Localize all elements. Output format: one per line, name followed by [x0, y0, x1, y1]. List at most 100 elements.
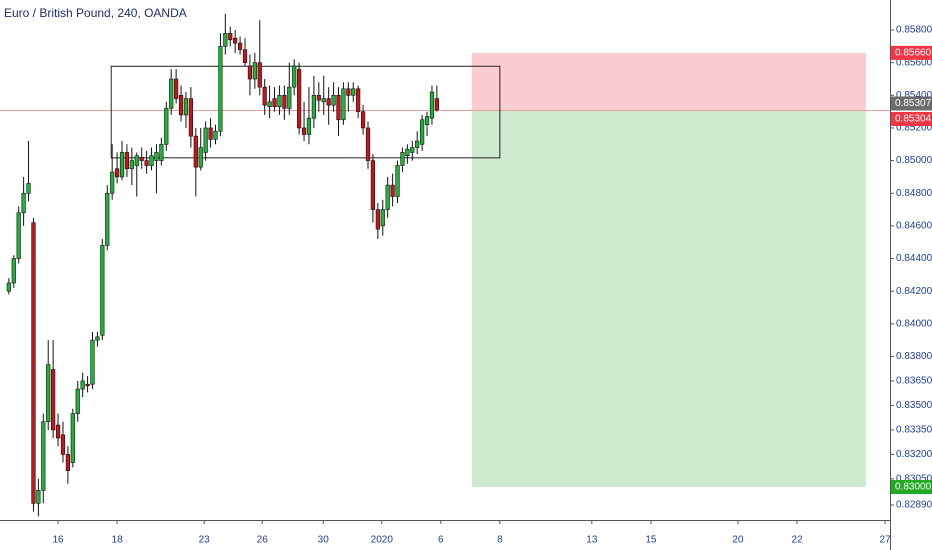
- y-tick-label: 0.85600: [896, 57, 932, 68]
- candle-body: [365, 127, 371, 161]
- candle-body: [228, 32, 233, 41]
- candle-body: [16, 212, 21, 259]
- y-tick-label: 0.85400: [896, 90, 932, 101]
- candle-body: [105, 192, 110, 246]
- y-tick-label: 0.84000: [896, 318, 932, 329]
- x-tick-label: 16: [52, 535, 64, 546]
- y-tick-label: 0.83800: [896, 351, 932, 362]
- candle-body: [252, 62, 257, 80]
- candle-body: [331, 95, 336, 106]
- x-tick-label: 15: [645, 535, 657, 546]
- candle-body: [203, 127, 208, 153]
- y-tick-label: 0.85800: [896, 25, 932, 36]
- candle-body: [410, 147, 415, 153]
- candle-body: [51, 369, 56, 431]
- y-tick-label: 0.84200: [896, 286, 932, 297]
- candle-body: [100, 245, 105, 336]
- candle-body: [75, 388, 80, 414]
- candle-body: [31, 222, 36, 504]
- candle-body: [306, 117, 312, 135]
- x-tick-label: 20: [732, 535, 744, 546]
- price-label: 0.85307: [895, 98, 932, 109]
- candle-body: [351, 88, 356, 96]
- candle-body: [429, 91, 435, 119]
- plot-area: [0, 13, 890, 517]
- candle-body: [415, 140, 420, 148]
- candle-body: [341, 88, 346, 121]
- candle-body: [70, 413, 75, 463]
- candle-body: [267, 101, 272, 108]
- candle-body: [208, 127, 213, 140]
- candle-body: [46, 364, 51, 423]
- candle-body: [400, 152, 405, 166]
- candle-body: [110, 171, 115, 194]
- candle-body: [223, 32, 228, 47]
- candle-body: [375, 209, 380, 230]
- stop-zone: [471, 52, 866, 111]
- candle-body: [169, 78, 174, 109]
- y-tick-label: 0.83500: [896, 400, 932, 411]
- candle-body: [174, 78, 179, 99]
- candle-body: [159, 143, 164, 161]
- x-tick-label: 13: [586, 535, 598, 546]
- price-label-box: [891, 45, 932, 60]
- candle-body: [144, 160, 149, 166]
- candle-body: [124, 152, 130, 170]
- price-label: 0.85660: [895, 48, 932, 59]
- x-tick-label: 6: [438, 535, 444, 546]
- candle-body: [311, 95, 316, 119]
- candle-body: [178, 95, 184, 116]
- candle-body: [301, 127, 307, 135]
- y-tick-label: 0.82890: [896, 500, 932, 511]
- candle-body: [134, 155, 139, 166]
- candle-body: [129, 160, 134, 170]
- x-tick-label: 27: [880, 535, 892, 546]
- candle-body: [183, 98, 189, 116]
- candle-body: [65, 454, 70, 472]
- candle-body: [395, 165, 400, 197]
- y-tick-label: 0.85000: [896, 155, 932, 166]
- candle-body: [149, 155, 154, 166]
- y-tick-label: 0.83350: [896, 425, 932, 436]
- candle-body: [282, 95, 287, 109]
- price-label: 0.83000: [895, 482, 932, 493]
- candle-body: [139, 157, 144, 161]
- candle-body: [297, 68, 302, 129]
- x-tick-label: 23: [199, 535, 211, 546]
- candle-body: [237, 42, 243, 50]
- candle-body: [272, 98, 277, 108]
- candle-body: [385, 184, 390, 210]
- candle-body: [336, 95, 341, 121]
- price-label: 0.85304: [895, 114, 932, 125]
- candle-body: [424, 116, 430, 125]
- candle-body: [346, 88, 351, 96]
- price-label-box: [891, 96, 932, 111]
- candle-body: [434, 98, 439, 111]
- x-tick-label: 22: [791, 535, 803, 546]
- x-tick-label: 2020: [371, 535, 394, 546]
- candle-body: [277, 95, 282, 108]
- candle-body: [218, 46, 223, 132]
- y-tick-label: 0.83050: [896, 474, 932, 485]
- candle-body: [321, 98, 326, 103]
- candle-body: [405, 148, 410, 157]
- candle-body: [257, 62, 262, 88]
- x-tick-label: 26: [257, 535, 269, 546]
- candle-body: [119, 152, 125, 178]
- range-box: [110, 65, 501, 159]
- x-tick-label: 30: [318, 535, 330, 546]
- candle-body: [198, 147, 203, 168]
- x-tick-label: 8: [497, 535, 503, 546]
- y-tick-label: 0.84600: [896, 221, 932, 232]
- candle-body: [287, 86, 292, 109]
- candle-body: [262, 86, 267, 106]
- y-tick-label: 0.84400: [896, 253, 932, 264]
- candle-body: [188, 98, 193, 137]
- candle-body: [360, 111, 366, 129]
- y-tick-label: 0.85200: [896, 123, 932, 134]
- candle-body: [11, 258, 16, 284]
- candle-body: [164, 108, 169, 145]
- candle-body: [36, 489, 41, 504]
- candle-body: [380, 209, 385, 227]
- candle-body: [55, 424, 61, 439]
